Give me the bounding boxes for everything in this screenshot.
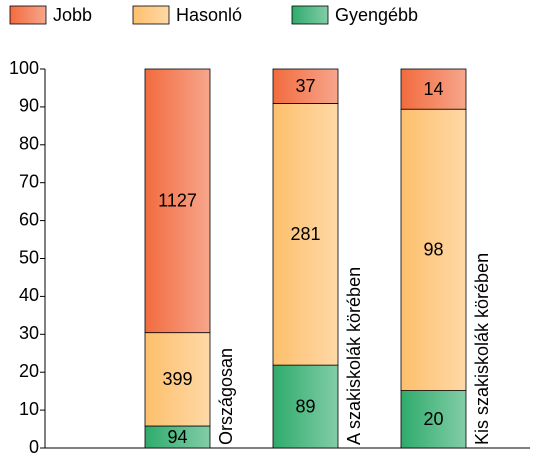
y-tick-label: 100 — [9, 58, 39, 78]
x-tick-label: Kis szakiskolák körében — [472, 253, 492, 445]
data-label: 98 — [423, 240, 443, 260]
y-tick-label: 50 — [19, 247, 39, 267]
y-tick-label: 0 — [29, 437, 39, 457]
x-tick-label: Országosan — [216, 348, 236, 445]
legend-label: Gyengébb — [335, 5, 418, 25]
y-tick-label: 10 — [19, 399, 39, 419]
legend-label: Hasonló — [176, 5, 242, 25]
data-label: 1127 — [158, 191, 197, 211]
data-label: 20 — [423, 409, 443, 429]
data-label: 399 — [162, 369, 192, 389]
data-label: 281 — [290, 224, 320, 244]
bar-segment — [400, 390, 467, 449]
y-tick-label: 70 — [19, 171, 39, 191]
y-tick-label: 90 — [19, 96, 39, 116]
legend-swatch — [291, 5, 329, 25]
bar-segment — [400, 68, 467, 110]
bar-segment — [144, 68, 211, 334]
x-tick-label: A szakiskolák körében — [344, 267, 364, 445]
bar-segment — [400, 108, 467, 391]
legend-swatch — [132, 5, 170, 25]
data-label: 37 — [295, 76, 315, 96]
bar-segment — [272, 103, 339, 366]
legend-label: Jobb — [53, 5, 92, 25]
legend-swatch — [9, 5, 47, 25]
y-tick-label: 60 — [19, 209, 39, 229]
y-tick-label: 20 — [19, 361, 39, 381]
data-label: 89 — [295, 396, 315, 416]
bar-segment — [272, 68, 339, 104]
data-label: 14 — [423, 79, 443, 99]
data-label: 94 — [167, 427, 187, 447]
bar-segment — [144, 332, 211, 427]
bar-segment — [272, 364, 339, 449]
y-tick-label: 30 — [19, 323, 39, 343]
y-tick-label: 80 — [19, 134, 39, 154]
y-tick-label: 40 — [19, 285, 39, 305]
